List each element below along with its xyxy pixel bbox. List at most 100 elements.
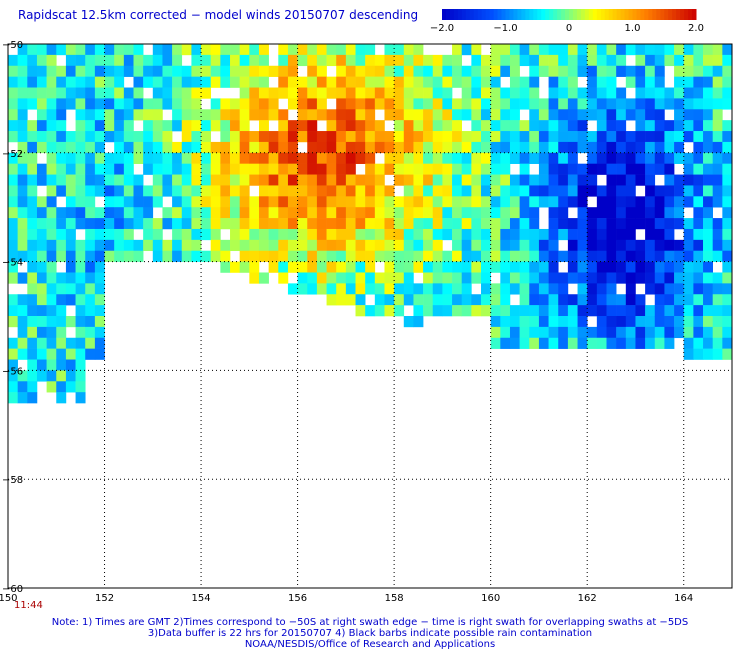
heatmap-cell — [152, 54, 163, 67]
heatmap-cell — [75, 152, 86, 164]
heatmap-cell — [529, 283, 540, 295]
heatmap-cell — [181, 207, 192, 219]
heatmap-cell — [365, 218, 376, 230]
heatmap-cell — [104, 207, 115, 219]
heatmap-cell — [258, 87, 269, 99]
heatmap-cell — [65, 348, 76, 360]
heatmap-cell — [75, 207, 86, 219]
heatmap-cell — [326, 272, 337, 284]
heatmap-cell — [345, 120, 356, 132]
heatmap-cell — [75, 326, 86, 339]
heatmap-cell — [8, 185, 18, 197]
heatmap-cell — [413, 76, 424, 88]
heatmap-cell — [297, 98, 308, 110]
heatmap-cell — [46, 54, 57, 67]
heatmap-cell — [162, 44, 173, 56]
heatmap-cell — [481, 196, 491, 208]
heatmap-cell — [365, 305, 376, 317]
heatmap-cell — [85, 283, 96, 295]
heatmap-cell — [36, 54, 47, 67]
heatmap-cell — [442, 109, 453, 121]
heatmap-cell — [326, 131, 337, 143]
heatmap-cell — [268, 250, 279, 262]
heatmap-cell — [567, 174, 578, 186]
heatmap-cell — [683, 185, 694, 197]
heatmap-cell — [481, 218, 491, 230]
heatmap-cell — [27, 120, 38, 132]
heatmap-cell — [316, 109, 327, 121]
heatmap-cell — [210, 196, 221, 208]
heatmap-cell — [722, 65, 733, 77]
heatmap-cell — [509, 131, 520, 143]
heatmap-cell — [365, 185, 376, 197]
heatmap-cell — [432, 283, 443, 295]
heatmap-cell — [481, 76, 491, 88]
heatmap-cell — [423, 250, 434, 262]
heatmap-cell — [36, 326, 47, 339]
heatmap-cell — [316, 65, 327, 77]
heatmap-cell — [519, 326, 530, 339]
heatmap-cell — [65, 87, 76, 99]
heatmap-cell — [596, 196, 607, 208]
heatmap-cell — [123, 228, 134, 241]
heatmap-cell — [17, 207, 28, 219]
heatmap-cell — [133, 109, 144, 121]
x-tick-label: 152 — [95, 593, 114, 604]
heatmap-cell — [683, 337, 694, 349]
heatmap-cell — [258, 44, 269, 56]
heatmap-cell — [490, 316, 501, 328]
heatmap-cell — [509, 316, 520, 328]
heatmap-cell — [152, 196, 163, 208]
heatmap-cell — [500, 44, 511, 56]
heatmap-cell — [558, 76, 569, 88]
heatmap-cell — [529, 326, 540, 339]
heatmap-cell — [674, 218, 685, 230]
heatmap-cell — [123, 65, 134, 77]
heatmap-cell — [394, 196, 405, 208]
colorbar-segment — [565, 9, 570, 20]
heatmap-cell — [461, 152, 472, 164]
heatmap-cell — [230, 163, 240, 175]
colorbar-segment — [604, 9, 610, 20]
heatmap-cell — [201, 109, 212, 121]
colorbar-segment — [664, 9, 669, 20]
heatmap-cell — [693, 228, 704, 241]
heatmap-cell — [538, 294, 549, 306]
heatmap-cell — [172, 120, 183, 132]
heatmap-cell — [249, 109, 260, 121]
heatmap-cell — [394, 76, 405, 88]
heatmap-cell — [133, 65, 144, 77]
heatmap-cell — [143, 239, 154, 252]
heatmap-cell — [567, 152, 578, 164]
heatmap-cell — [374, 120, 385, 132]
heatmap-cell — [403, 196, 414, 208]
heatmap-cell — [413, 109, 424, 121]
heatmap-cell — [596, 305, 607, 317]
heatmap-cell — [336, 131, 347, 143]
heatmap-cell — [558, 196, 569, 208]
heatmap-cell — [471, 228, 482, 241]
heatmap-cell — [529, 228, 540, 241]
heatmap-cell — [674, 305, 685, 317]
heatmap-cell — [65, 131, 76, 143]
heatmap-cell — [645, 337, 656, 349]
heatmap-cell — [442, 98, 453, 110]
heatmap-cell — [548, 152, 559, 164]
heatmap-cell — [722, 141, 733, 154]
heatmap-cell — [46, 76, 57, 88]
heatmap-cell — [481, 98, 491, 110]
heatmap-cell — [278, 120, 289, 132]
heatmap-cell — [384, 272, 395, 284]
heatmap-cell — [606, 272, 617, 284]
heatmap-cell — [8, 381, 18, 393]
colorbar-segment — [497, 9, 503, 20]
heatmap-cell — [162, 65, 173, 77]
heatmap-cell — [509, 152, 520, 164]
heatmap-cell — [722, 196, 733, 208]
heatmap-cell — [230, 141, 240, 154]
heatmap-cell — [191, 196, 202, 208]
heatmap-cell — [46, 163, 57, 175]
heatmap-cell — [509, 305, 520, 317]
heatmap-cell — [394, 163, 405, 175]
heatmap-cell — [635, 294, 646, 306]
